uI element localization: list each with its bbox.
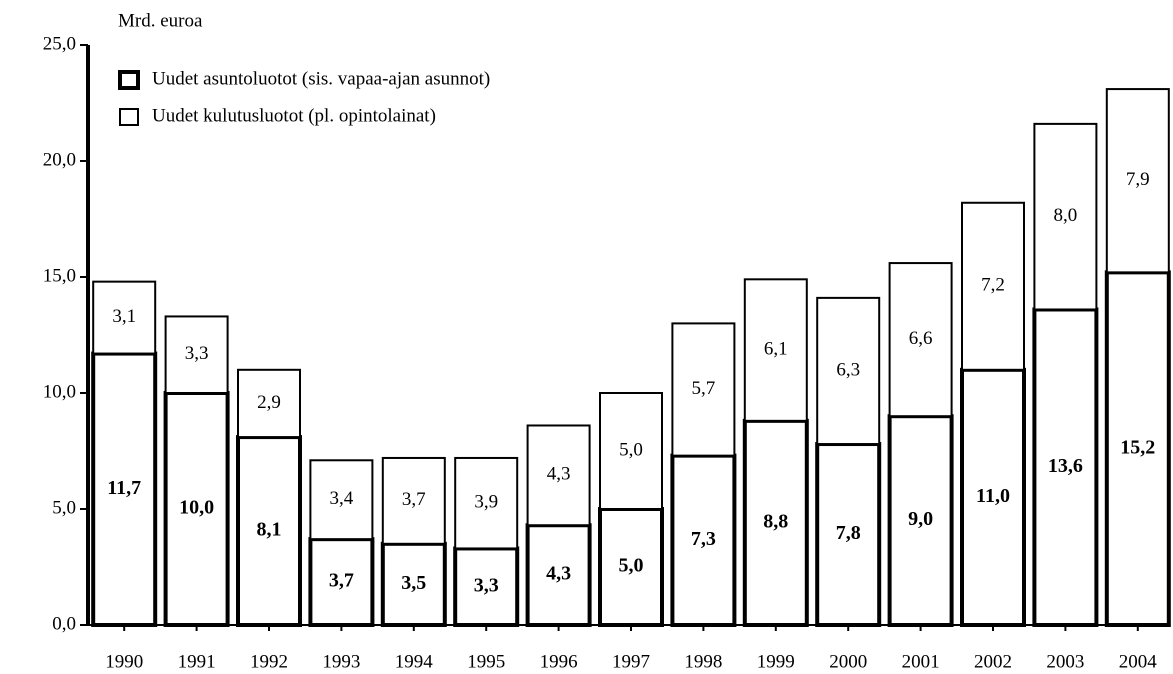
data-label: 3,7 xyxy=(402,489,426,510)
x-tick-label: 1992 xyxy=(250,651,288,672)
data-label: 4,3 xyxy=(546,563,571,585)
bar-segment xyxy=(599,392,663,510)
x-tick-label: 2001 xyxy=(902,651,940,672)
y-axis-label: Mrd. euroa xyxy=(118,10,203,31)
y-tick-label: 0,0 xyxy=(52,613,76,634)
data-label: 5,0 xyxy=(619,555,644,577)
bar-segment xyxy=(598,507,664,627)
x-tick-label: 1994 xyxy=(395,651,434,672)
y-tick-label: 15,0 xyxy=(43,265,76,286)
data-label: 8,8 xyxy=(763,511,788,533)
data-label: 3,4 xyxy=(330,488,354,509)
bar-segment xyxy=(671,322,736,457)
legend-swatch xyxy=(118,70,140,90)
data-label: 7,9 xyxy=(1126,169,1150,190)
bar-segment xyxy=(526,424,591,527)
bar-segment xyxy=(237,368,301,439)
y-tick-label: 10,0 xyxy=(43,381,76,402)
y-tick-label: 25,0 xyxy=(43,33,76,54)
x-tick-label: 1995 xyxy=(467,651,505,672)
data-label: 3,7 xyxy=(329,570,354,592)
x-tick-label: 1999 xyxy=(757,651,795,672)
bar-segment xyxy=(888,262,953,418)
data-label: 6,3 xyxy=(836,359,860,380)
bar-segment xyxy=(670,453,737,628)
data-label: 15,2 xyxy=(1120,436,1155,458)
bar-segment xyxy=(308,537,375,627)
data-label: 8,1 xyxy=(257,519,282,541)
data-label: 3,5 xyxy=(401,572,426,594)
x-tick-label: 1990 xyxy=(105,651,143,672)
data-label: 5,7 xyxy=(692,378,716,399)
bar-segment xyxy=(380,541,447,627)
bar-segment xyxy=(92,280,157,355)
y-tick-label: 20,0 xyxy=(43,149,76,170)
bar-segment xyxy=(1104,270,1171,627)
x-tick-label: 2003 xyxy=(1046,651,1084,672)
legend-label: Uudet kulutusluotot (pl. opintolainat) xyxy=(152,105,436,126)
bar-segment xyxy=(381,456,446,545)
data-label: 2,9 xyxy=(257,392,281,413)
x-tick-label: 2004 xyxy=(1119,651,1158,672)
data-label: 3,9 xyxy=(474,492,498,513)
bar-segment xyxy=(163,391,230,627)
bar-segment xyxy=(454,456,519,550)
x-tick-label: 1991 xyxy=(178,651,216,672)
data-label: 11,0 xyxy=(976,485,1010,507)
data-label: 4,3 xyxy=(547,464,571,485)
bar-segment xyxy=(816,296,881,446)
data-label: 13,6 xyxy=(1048,455,1083,477)
bar-segment xyxy=(960,367,1026,627)
data-label: 7,2 xyxy=(981,275,1005,296)
data-label: 6,6 xyxy=(909,328,933,349)
x-tick-label: 1993 xyxy=(322,651,360,672)
x-tick-label: 2002 xyxy=(974,651,1012,672)
data-label: 3,1 xyxy=(112,306,136,327)
data-label: 3,3 xyxy=(185,343,209,364)
data-label: 9,0 xyxy=(908,508,933,530)
y-tick-label: 5,0 xyxy=(52,497,76,518)
legend-label: Uudet asuntoluotot (sis. vapaa-ajan asun… xyxy=(152,68,490,89)
x-tick-label: 1996 xyxy=(540,651,578,672)
bar-segment xyxy=(743,278,808,422)
data-label: 8,0 xyxy=(1054,205,1078,226)
legend-swatch xyxy=(119,108,139,126)
bar-segment xyxy=(961,201,1025,371)
x-tick-label: 1997 xyxy=(612,651,650,672)
bar-segment xyxy=(309,459,374,541)
x-tick-label: 1998 xyxy=(684,651,722,672)
data-label: 6,1 xyxy=(764,338,788,359)
data-label: 5,0 xyxy=(619,439,643,460)
x-tick-label: 2000 xyxy=(829,651,867,672)
bar-segment xyxy=(236,435,302,627)
bar-segment xyxy=(164,315,229,394)
bar-segment xyxy=(1105,88,1170,274)
data-label: 3,3 xyxy=(474,574,499,596)
bar-segment xyxy=(742,418,809,627)
data-label: 10,0 xyxy=(179,497,214,519)
data-label: 7,3 xyxy=(691,528,716,550)
data-label: 7,8 xyxy=(836,522,861,544)
bar-segment xyxy=(525,523,592,627)
data-label: 11,7 xyxy=(107,477,141,499)
bar-segment xyxy=(1033,122,1098,311)
